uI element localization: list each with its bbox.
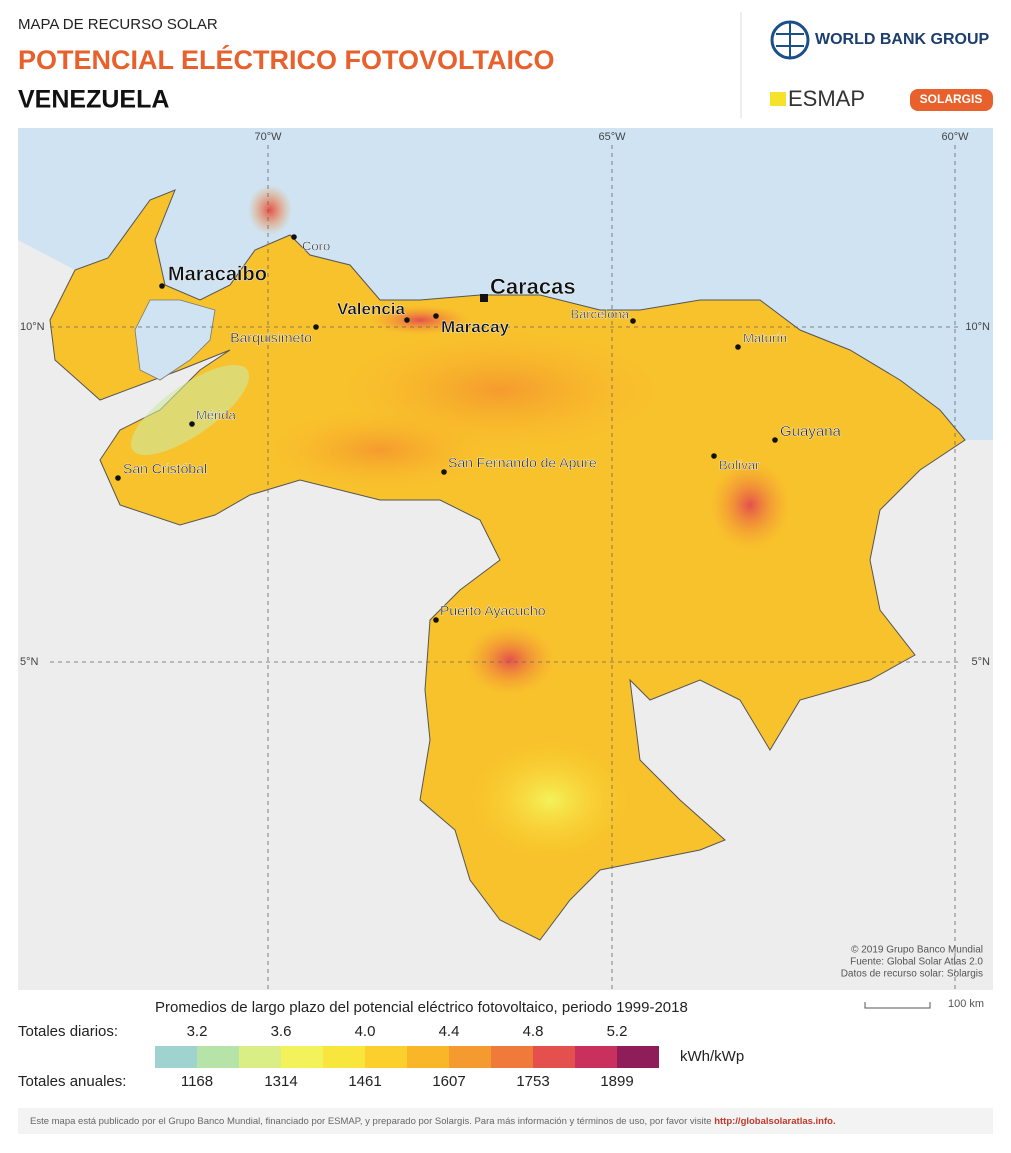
city-label: Coro <box>302 238 330 253</box>
city-marker <box>433 617 439 623</box>
shade <box>470 740 630 860</box>
city-label: Mérida <box>196 407 237 422</box>
credit: Fuente: Global Solar Atlas 2.0 <box>850 957 983 968</box>
daily-label: Totales diarios: <box>18 1023 118 1040</box>
legend-swatch <box>281 1046 323 1068</box>
city-label: Guayana <box>780 423 842 440</box>
city-marker <box>433 313 439 319</box>
lon-label: 70°W <box>254 131 282 143</box>
legend-swatch <box>155 1046 197 1068</box>
lat-label: 5°N <box>20 656 39 668</box>
city-marker <box>735 344 741 350</box>
solargis-logo: SOLARGIS <box>920 92 983 106</box>
annual-tick: 1461 <box>348 1073 381 1090</box>
lon-label: 60°W <box>941 131 969 143</box>
legend-swatch <box>239 1046 281 1068</box>
city-marker <box>159 283 165 289</box>
city-label: Bolívar <box>719 457 760 472</box>
legend-swatch <box>197 1046 239 1068</box>
legend-swatch <box>323 1046 365 1068</box>
venezuela <box>49 189 966 941</box>
annual-tick: 1168 <box>181 1073 213 1090</box>
lat-label: 5°N <box>972 656 991 668</box>
legend-swatch <box>617 1046 659 1068</box>
credit: © 2019 Grupo Banco Mundial <box>851 945 983 956</box>
lat-label: 10°N <box>965 321 990 333</box>
daily-tick: 4.4 <box>439 1023 460 1040</box>
daily-tick: 4.8 <box>523 1023 544 1040</box>
annual-tick: 1314 <box>264 1073 297 1090</box>
wbg-logo: WORLD BANK GROUP <box>815 31 990 48</box>
daily-tick: 5.2 <box>607 1023 628 1040</box>
footer-link[interactable]: http://globalsolaratlas.info. <box>714 1116 835 1127</box>
legend-title: Promedios de largo plazo del potencial e… <box>155 999 688 1016</box>
city-marker <box>441 469 447 475</box>
city-marker <box>291 234 297 240</box>
country: VENEZUELA <box>18 86 169 114</box>
city-marker <box>189 421 195 427</box>
city-label: San Fernando de Apure <box>448 455 597 471</box>
shade <box>248 185 292 235</box>
city-marker <box>404 317 410 323</box>
kicker: MAPA DE RECURSO SOLAR <box>18 16 218 33</box>
city-marker <box>115 475 121 481</box>
shade <box>370 305 470 335</box>
legend-unit: kWh/kWp <box>680 1048 744 1065</box>
daily-tick: 4.0 <box>355 1023 376 1040</box>
legend-swatch <box>575 1046 617 1068</box>
annual-tick: 1899 <box>600 1073 633 1090</box>
shade <box>270 410 490 490</box>
city-marker <box>630 318 636 324</box>
city-marker <box>711 453 717 459</box>
footer: Este mapa está publicado por el Grupo Ba… <box>30 1116 836 1127</box>
city-label: Barcelona <box>570 306 629 321</box>
esmap-mark <box>770 92 786 106</box>
annual-label: Totales anuales: <box>18 1073 126 1090</box>
footer-text: Este mapa está publicado por el Grupo Ba… <box>30 1116 714 1127</box>
city-label: Puerto Ayacucho <box>440 603 546 619</box>
city-label: Maracay <box>441 317 510 336</box>
city-marker <box>313 324 319 330</box>
capital-marker <box>480 294 488 302</box>
esmap-logo: ESMAP <box>788 86 865 111</box>
annual-tick: 1607 <box>432 1073 465 1090</box>
shade <box>465 625 555 695</box>
legend-swatch <box>449 1046 491 1068</box>
city-marker <box>772 437 778 443</box>
solargis-badge <box>910 89 993 111</box>
legend-swatch <box>491 1046 533 1068</box>
legend-swatch <box>533 1046 575 1068</box>
wbg-globe-lines <box>776 22 804 58</box>
city-label: Barquisimeto <box>230 330 312 346</box>
daily-tick: 3.2 <box>187 1023 208 1040</box>
city-label: Valencia <box>337 299 406 318</box>
scale-bar <box>864 1002 931 1009</box>
daily-tick: 3.6 <box>271 1023 292 1040</box>
lake-maracaibo <box>134 299 216 381</box>
lat-label: 10°N <box>20 321 45 333</box>
map: 70°W 65°W 60°W 10°N 10°N 5°N 5°N Coro Mar… <box>18 128 993 990</box>
legend-swatch <box>365 1046 407 1068</box>
lon-label: 65°W <box>598 131 626 143</box>
city-label: Maturín <box>743 330 787 345</box>
title: POTENCIAL ELÉCTRICO FOTOVOLTAICO <box>18 44 555 75</box>
credit: Datos de recurso solar: Solargis <box>841 969 983 980</box>
legend-swatch <box>407 1046 449 1068</box>
city-label: Maracaibo <box>168 263 267 285</box>
city-label: San Cristóbal <box>123 461 207 477</box>
shade <box>130 364 250 456</box>
shade <box>710 460 790 550</box>
city-label: Caracas <box>490 274 576 299</box>
scale-label: 100 km <box>948 998 984 1010</box>
footer-band <box>18 1108 993 1134</box>
annual-tick: 1753 <box>516 1073 549 1090</box>
